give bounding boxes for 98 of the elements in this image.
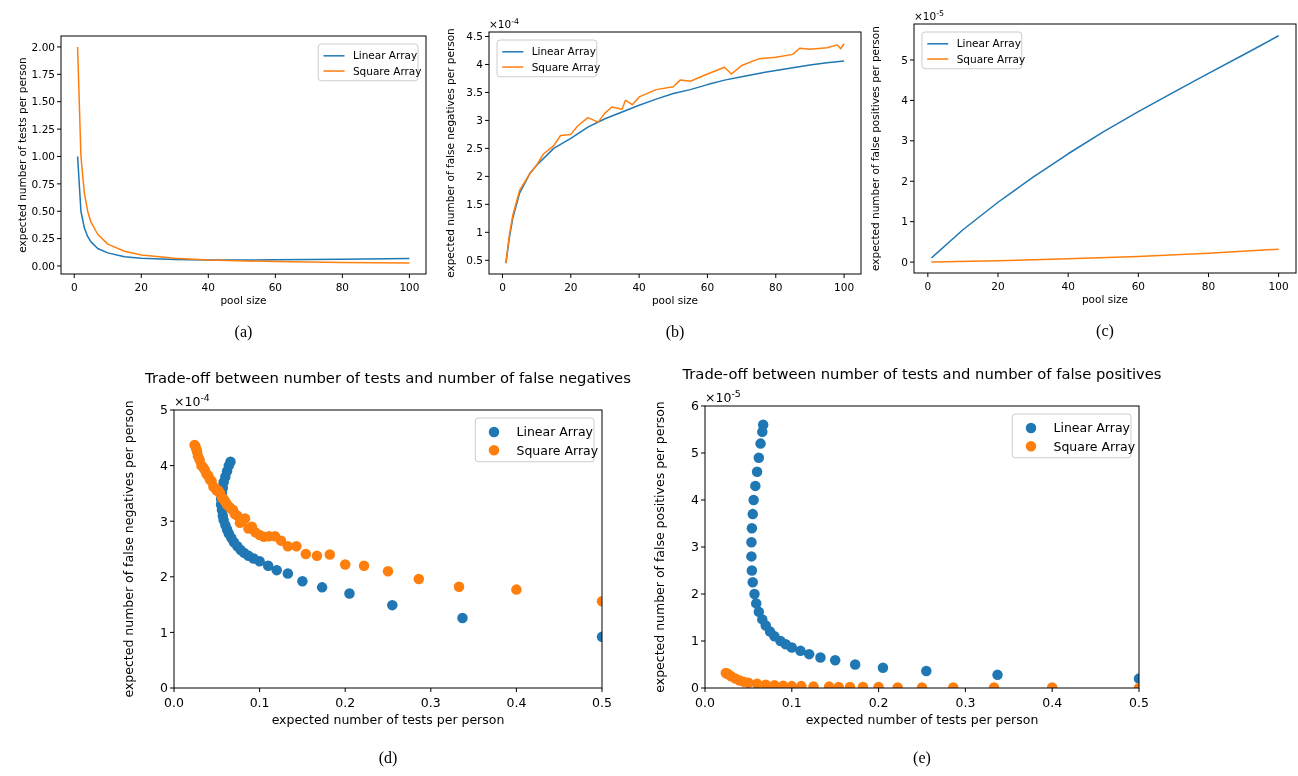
y-tick-label: 3: [160, 513, 168, 529]
x-tick-label: 60: [700, 280, 715, 293]
y-tick-label: 1.00: [31, 150, 55, 163]
y-tick-label: 3: [476, 114, 483, 127]
y-tick-label: 1: [691, 633, 699, 649]
legend-label: Square Array: [352, 64, 422, 77]
x-tick-label: 100: [834, 280, 855, 293]
x-tick-label: 40: [201, 280, 215, 293]
x-tick-label: 0.2: [868, 694, 889, 710]
y-axis-title: expected number of false negatives per person: [444, 28, 457, 278]
text: (b): [665, 323, 685, 341]
y-tick-label: 3: [901, 134, 908, 147]
y-tick-label: 1: [901, 215, 908, 228]
legend-label: Linear Array: [956, 37, 1021, 50]
y-axis-title: expected number of false positives per person: [651, 401, 667, 693]
text: (a): [234, 323, 253, 341]
text: (c): [1096, 322, 1114, 340]
legend-label: Linear Array: [516, 424, 594, 440]
y-tick-label: 1.5: [466, 198, 483, 211]
x-tick-label: 0: [499, 280, 506, 293]
x-axis-title: pool size: [1081, 293, 1129, 306]
x-axis-title: expected number of tests per person: [271, 712, 505, 728]
x-tick-label: 0.5: [1129, 694, 1149, 710]
x-tick-label: 100: [399, 280, 420, 293]
y-tick-label: 5: [691, 445, 699, 461]
text: ×10$^{-4}$: [489, 16, 520, 30]
y-tick-label: 0.50: [31, 204, 55, 217]
y-tick-label: 1.50: [31, 95, 55, 108]
x-tick-label: 80: [335, 280, 350, 293]
y-tick-label: 5: [160, 402, 168, 418]
x-tick-label: 0.5: [592, 694, 612, 710]
x-tick-label: 0.4: [506, 694, 527, 710]
x-tick-label: 60: [1131, 279, 1146, 292]
y-tick-label: 5: [901, 53, 908, 66]
x-tick-label: 0.1: [249, 694, 270, 710]
text: ×10$^{-5}$: [705, 387, 741, 405]
x-tick-label: 80: [769, 280, 783, 293]
y-tick-label: 4.5: [466, 30, 483, 43]
x-axis-title: pool size: [651, 294, 699, 307]
x-axis-title: pool size: [220, 294, 267, 307]
y-tick-label: 0.00: [31, 259, 55, 272]
y-tick-label: 0: [160, 680, 169, 696]
y-tick-label: 6: [691, 398, 700, 414]
y-tick-label: 4: [476, 58, 484, 71]
chart-title: Trade-off between number of tests and number of false negatives: [144, 368, 631, 386]
y-tick-label: 0.25: [31, 232, 55, 245]
y-tick-label: 1.75: [31, 68, 55, 81]
legend-label: Square Array: [956, 52, 1026, 65]
x-tick-label: 0.2: [335, 694, 356, 710]
text: ×10$^{-4}$: [174, 391, 210, 409]
y-tick-label: 2: [901, 174, 908, 187]
y-tick-label: 0.75: [31, 177, 55, 190]
legend-label: Linear Array: [352, 49, 418, 62]
y-tick-label: 2.5: [466, 142, 483, 155]
text: (e): [913, 749, 931, 767]
x-tick-label: 20: [991, 279, 1005, 292]
text: ×10$^{-5}$: [914, 8, 945, 22]
x-tick-label: 0.1: [781, 694, 802, 710]
y-tick-label: 4: [160, 457, 169, 473]
y-axis-title: expected number of false positives per person: [869, 26, 882, 271]
legend-label: Linear Array: [531, 45, 596, 58]
y-tick-label: 1.25: [31, 122, 55, 135]
y-tick-label: 1: [476, 225, 483, 238]
x-tick-label: 80: [1201, 279, 1216, 292]
legend-label: Square Array: [1053, 438, 1136, 454]
y-axis-title: expected number of false negatives per person: [120, 400, 136, 698]
x-tick-label: 20: [134, 280, 148, 293]
y-tick-label: 3: [691, 539, 699, 555]
legend-label: Linear Array: [1053, 420, 1131, 436]
x-tick-label: 0.3: [955, 694, 976, 710]
legend-label: Square Array: [531, 60, 601, 73]
y-tick-label: 2: [160, 569, 168, 585]
x-tick-label: 0.3: [420, 694, 441, 710]
legend-label: Square Array: [516, 442, 599, 458]
y-tick-label: 0: [901, 255, 908, 268]
y-tick-label: 0: [691, 680, 700, 696]
x-tick-label: 0.4: [1042, 694, 1063, 710]
x-tick-label: 20: [564, 280, 578, 293]
x-tick-label: 0: [70, 280, 78, 293]
x-tick-label: 0.0: [164, 694, 184, 710]
x-axis-title: expected number of tests per person: [805, 712, 1039, 728]
y-tick-label: 0.5: [466, 253, 483, 266]
text: (d): [378, 749, 398, 767]
x-tick-label: 0: [924, 279, 932, 292]
x-tick-label: 40: [632, 280, 646, 293]
y-tick-label: 4: [901, 94, 909, 107]
y-tick-label: 1: [160, 624, 168, 640]
y-tick-label: 2.00: [31, 40, 55, 53]
chart-title: Trade-off between number of tests and number of false positives: [681, 364, 1162, 382]
x-tick-label: 60: [268, 280, 283, 293]
y-tick-label: 3.5: [466, 86, 483, 99]
y-axis-title: expected number of tests per person: [16, 57, 29, 253]
x-tick-label: 100: [1268, 279, 1289, 292]
x-tick-label: 40: [1061, 279, 1075, 292]
y-tick-label: 4: [691, 492, 700, 508]
x-tick-label: 0.0: [695, 694, 715, 710]
y-tick-label: 2: [476, 170, 483, 183]
y-tick-label: 2: [691, 586, 699, 602]
